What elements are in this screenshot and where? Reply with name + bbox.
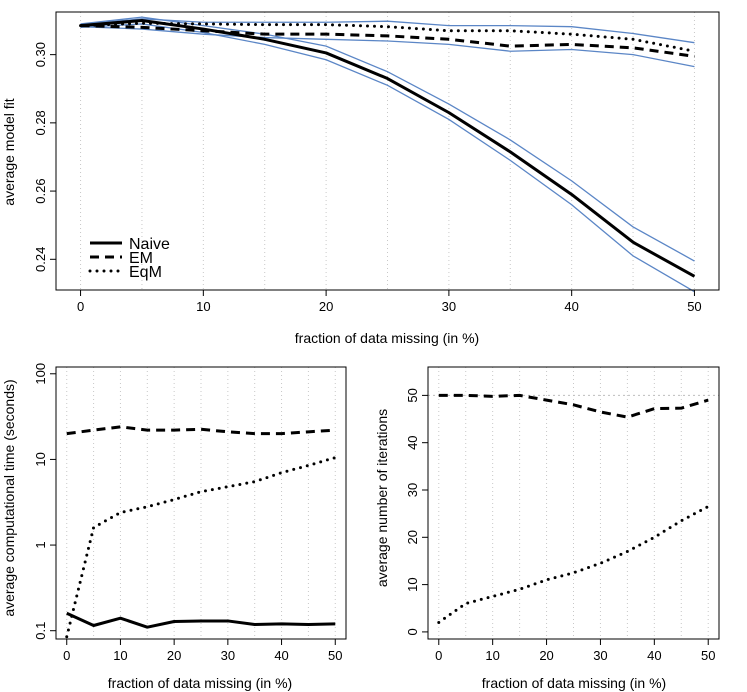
- model-fit-xlabel: fraction of data missing (in %): [295, 330, 479, 346]
- comp-time-ytick-label: 10: [33, 452, 48, 466]
- model-fit-xtick-label: 30: [442, 299, 456, 314]
- comp-time-xtick-label: 40: [274, 648, 288, 663]
- model-fit-ytick-label: 0.28: [33, 110, 48, 135]
- model-fit-ytick-label: 0.30: [33, 42, 48, 67]
- comp-time-xtick-label: 10: [113, 648, 127, 663]
- model-fit-ytick-label: 0.26: [33, 178, 48, 203]
- model-fit-series-naive: [80, 19, 696, 278]
- iterations-ylabel: average number of iterations: [374, 409, 390, 587]
- comp-time-ylabel: average computational time (seconds): [1, 379, 17, 616]
- model-fit-band-naive-upper: [80, 16, 695, 262]
- comp-time-xtick-label: 20: [167, 648, 181, 663]
- comp-time-xtick-label: 0: [63, 648, 70, 663]
- model-fit-band-naive-lower: [80, 23, 695, 293]
- iterations-ytick-label: 40: [405, 435, 420, 449]
- model-fit-xtick-label: 20: [319, 299, 333, 314]
- comp-time-ytick-label: 1: [33, 541, 48, 548]
- model-fit-xtick-label: 0: [77, 299, 84, 314]
- comp-time-series-em: [66, 425, 336, 436]
- iterations-plot-frame: [427, 366, 720, 640]
- model-fit-band-em-lower: [80, 26, 695, 68]
- iterations-xtick-label: 40: [647, 648, 661, 663]
- model-fit-legend-label-naive: Naive: [129, 236, 170, 253]
- comp-time-series-naive: [66, 611, 336, 629]
- model-fit-series-eqm: [79, 21, 696, 53]
- comp-time-ytick-label: 0.1: [33, 622, 48, 640]
- iterations-ytick-label: 30: [405, 483, 420, 497]
- model-fit-xtick-label: 40: [564, 299, 578, 314]
- comp-time-xlabel: fraction of data missing (in %): [108, 675, 292, 691]
- comp-time-xtick-label: 30: [221, 648, 235, 663]
- model-fit-panel: fraction of data missing (in %) average …: [1, 11, 720, 346]
- comp-time-plot-frame: [55, 366, 347, 640]
- model-fit-plot-frame: [55, 11, 720, 291]
- model-fit-xtick-label: 50: [687, 299, 701, 314]
- model-fit-xtick-label: 10: [196, 299, 210, 314]
- comp-time-xtick-label: 50: [328, 648, 342, 663]
- iterations-series-em: [438, 393, 709, 419]
- iterations-ytick-label: 50: [405, 388, 420, 402]
- iterations-xtick-label: 50: [701, 648, 715, 663]
- model-fit-legend-label-eqm: EqM: [129, 264, 162, 281]
- iterations-series-eqm: [437, 505, 710, 624]
- iterations-ytick-label: 20: [405, 530, 420, 544]
- comp-time-panel: fraction of data missing (in %) average …: [1, 363, 347, 691]
- model-fit-legend-label-em: EM: [129, 250, 153, 267]
- comp-time-ytick-label: 100: [33, 363, 48, 385]
- model-fit-series-em: [80, 24, 695, 58]
- model-fit-ylabel: average model fit: [1, 98, 17, 206]
- model-fit-band-eqm-upper: [80, 18, 695, 44]
- iterations-xtick-label: 10: [485, 648, 499, 663]
- model-fit-ytick-label: 0.24: [33, 247, 48, 272]
- iterations-xtick-label: 30: [593, 648, 607, 663]
- iterations-xtick-label: 0: [435, 648, 442, 663]
- iterations-ytick-label: 10: [405, 577, 420, 591]
- iterations-xtick-label: 20: [539, 648, 553, 663]
- iterations-xlabel: fraction of data missing (in %): [482, 675, 666, 691]
- iterations-panel: fraction of data missing (in %) average …: [374, 366, 720, 691]
- comp-time-series-eqm: [65, 456, 337, 639]
- iterations-ytick-label: 0: [405, 628, 420, 635]
